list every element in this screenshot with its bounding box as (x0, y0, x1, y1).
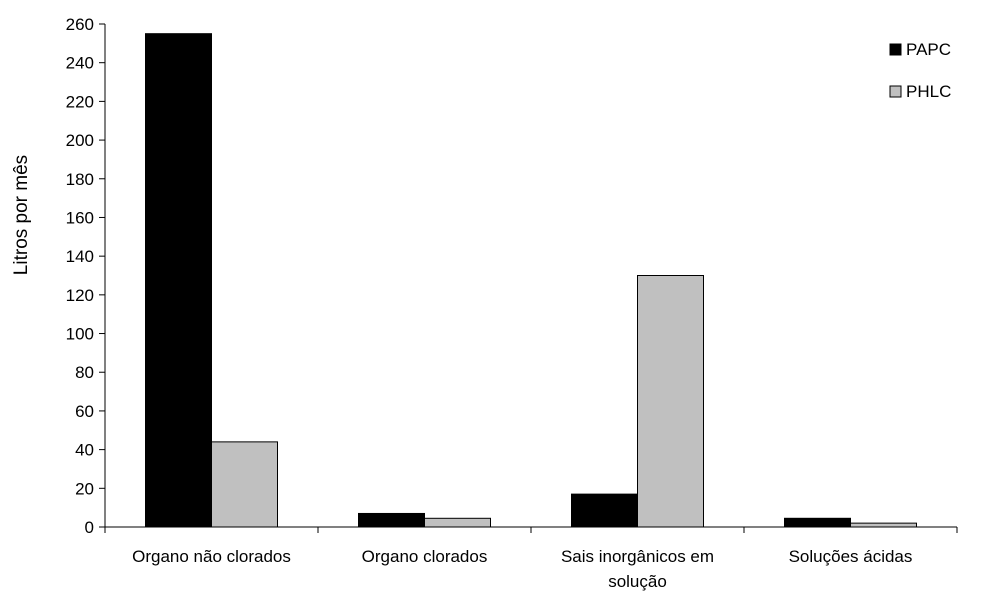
x-category-label: Organo clorados (362, 547, 488, 566)
legend: PAPC PHLC (889, 40, 951, 101)
bar-phlc (850, 522, 917, 528)
y-tick-label: 120 (66, 286, 94, 305)
y-tick-label: 220 (66, 92, 94, 111)
bar-phlc (211, 441, 278, 528)
y-tick-label: 160 (66, 208, 94, 227)
y-axis-title: Litros por mês (11, 155, 32, 275)
x-category-label: Soluções ácidas (789, 547, 913, 566)
legend-swatch-papc (889, 43, 902, 56)
x-axis: Organo não clorados Organo clorados Sais i… (104, 526, 958, 591)
y-tick-label: 180 (66, 170, 94, 189)
x-category-label: Sais inorgânicos em (561, 547, 714, 566)
x-category-label: Organo não clorados (132, 547, 291, 566)
y-tick-label: 140 (66, 247, 94, 266)
y-tick-label: 260 (66, 15, 94, 34)
x-category-label: solução (608, 572, 667, 591)
y-tick-label: 80 (75, 363, 94, 382)
legend-swatch-phlc (889, 85, 902, 98)
bar-phlc (424, 517, 491, 528)
bar-papc (145, 33, 212, 528)
y-tick-label: 40 (75, 441, 94, 460)
y-axis: 0 20 40 60 80 100 120 140 160 180 200 220 240 260 (66, 15, 106, 537)
y-tick-label: 0 (85, 518, 94, 537)
y-tick-label: 60 (75, 402, 94, 421)
y-tick-label: 240 (66, 54, 94, 73)
bar-papc (784, 517, 851, 528)
bar-papc (358, 512, 425, 528)
bar-papc (571, 493, 638, 528)
y-tick-label: 20 (75, 479, 94, 498)
legend-label-phlc: PHLC (906, 82, 951, 101)
bars (145, 33, 917, 528)
bar-phlc (637, 275, 704, 528)
legend-label-papc: PAPC (906, 40, 951, 59)
y-tick-label: 100 (66, 325, 94, 344)
y-tick-label: 200 (66, 131, 94, 150)
